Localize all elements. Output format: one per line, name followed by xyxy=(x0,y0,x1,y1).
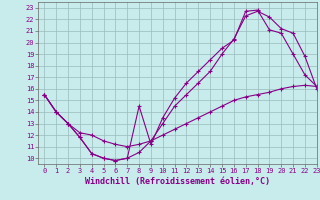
X-axis label: Windchill (Refroidissement éolien,°C): Windchill (Refroidissement éolien,°C) xyxy=(85,177,270,186)
